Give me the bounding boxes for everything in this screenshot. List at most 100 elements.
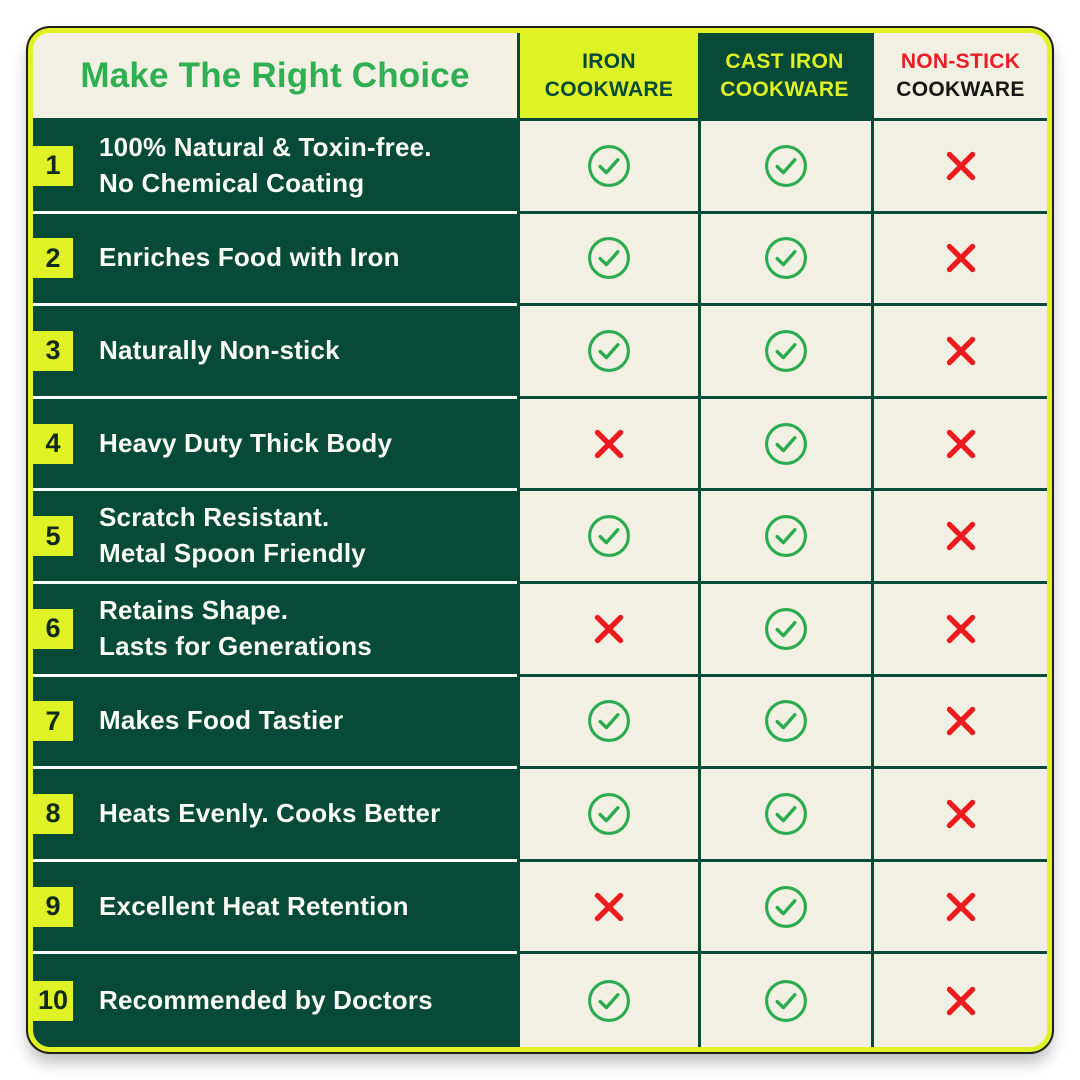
check-circle-icon: [765, 793, 807, 835]
mark-cell-iron-cookware: [517, 769, 698, 862]
cross-icon: [946, 892, 975, 921]
mark-cell-non-stick-cookware: [871, 676, 1047, 770]
mark-cell-cast-iron-cookware: [698, 676, 871, 770]
feature-text: Heavy Duty Thick Body: [99, 426, 392, 462]
cross-icon: [594, 614, 624, 643]
mark-cell-iron-cookware: [517, 306, 698, 399]
title-cell: Make The Right Choice: [33, 33, 517, 121]
check-circle-icon: [765, 144, 807, 187]
feature-cell: 10 Recommended by Doctors: [33, 954, 517, 1047]
check-circle-icon: [588, 793, 630, 835]
mark-cell-non-stick-cookware: [871, 306, 1047, 399]
feature-text: Recommended by Doctors: [99, 983, 433, 1019]
cross-icon: [946, 799, 975, 829]
page-title: Make The Right Choice: [80, 55, 470, 95]
mark-cell-cast-iron-cookware: [698, 861, 871, 955]
feature-cell: 5 Scratch Resistant. Metal Spoon Friendly: [33, 491, 517, 584]
column-header-line: COOKWARE: [720, 77, 849, 101]
column-header-line: NON-STICK: [900, 49, 1021, 73]
feature-cell: 3 Naturally Non-stick: [33, 306, 517, 399]
row-number-badge: 3: [33, 330, 73, 371]
row-number-badge: 5: [33, 516, 73, 557]
row-number-badge: 10: [33, 980, 73, 1021]
comparison-card: Make The Right Choice IRON COOKWARE CAST…: [28, 28, 1052, 1052]
check-circle-icon: [765, 515, 807, 558]
cross-icon: [946, 986, 975, 1015]
row-number-badge: 6: [33, 608, 73, 649]
row-number-badge: 8: [33, 793, 73, 834]
check-circle-icon: [765, 979, 807, 1022]
mark-cell-cast-iron-cookware: [698, 306, 871, 399]
feature-text-line: Metal Spoon Friendly: [99, 538, 366, 569]
feature-cell: 1 100% Natural & Toxin-free. No Chemical C…: [33, 121, 517, 214]
feature-text-line: Lasts for Generations: [99, 630, 372, 661]
feature-text: Heats Evenly. Cooks Better: [99, 796, 440, 832]
feature-text: Makes Food Tastier: [99, 703, 343, 739]
check-circle-icon: [588, 330, 630, 372]
check-circle-icon: [588, 700, 630, 743]
column-header-iron-cookware: IRON COOKWARE: [517, 33, 698, 121]
cross-icon: [946, 707, 975, 736]
column-header-line: COOKWARE: [896, 77, 1025, 101]
mark-cell-non-stick-cookware: [871, 583, 1047, 677]
feature-text-line: Enriches Food with Iron: [99, 242, 400, 273]
mark-cell-iron-cookware: [517, 398, 698, 492]
mark-cell-cast-iron-cookware: [698, 121, 871, 214]
column-header-line: CAST IRON: [725, 49, 844, 73]
mark-cell-cast-iron-cookware: [698, 491, 871, 584]
check-circle-icon: [765, 607, 807, 650]
mark-cell-non-stick-cookware: [871, 398, 1047, 492]
mark-cell-cast-iron-cookware: [698, 583, 871, 677]
check-circle-icon: [765, 885, 807, 928]
mark-cell-non-stick-cookware: [871, 769, 1047, 862]
row-number-badge: 2: [33, 238, 73, 279]
feature-text: Enriches Food with Iron: [99, 240, 400, 276]
check-circle-icon: [588, 237, 630, 280]
mark-cell-iron-cookware: [517, 861, 698, 955]
feature-text-line: Recommended by Doctors: [99, 984, 433, 1015]
mark-cell-non-stick-cookware: [871, 954, 1047, 1047]
cross-icon: [594, 429, 624, 458]
cross-icon: [946, 614, 975, 643]
mark-cell-iron-cookware: [517, 213, 698, 307]
mark-cell-cast-iron-cookware: [698, 954, 871, 1047]
mark-cell-iron-cookware: [517, 583, 698, 677]
feature-cell: 4 Heavy Duty Thick Body: [33, 398, 517, 492]
feature-text-line: Naturally Non-stick: [99, 335, 340, 366]
feature-text-line: Excellent Heat Retention: [99, 890, 409, 921]
feature-text-line: 100% Natural & Toxin-free.: [99, 131, 432, 162]
feature-text-line: Retains Shape.: [99, 594, 289, 625]
column-header-cast-iron-cookware: CAST IRON COOKWARE: [698, 33, 871, 121]
mark-cell-non-stick-cookware: [871, 121, 1047, 214]
check-circle-icon: [588, 144, 630, 187]
check-circle-icon: [765, 700, 807, 743]
mark-cell-cast-iron-cookware: [698, 213, 871, 307]
mark-cell-non-stick-cookware: [871, 213, 1047, 307]
cross-icon: [946, 336, 975, 366]
feature-text-line: Heats Evenly. Cooks Better: [99, 798, 441, 829]
feature-text-line: Makes Food Tastier: [99, 705, 344, 736]
row-number-badge: 1: [33, 145, 73, 186]
mark-cell-cast-iron-cookware: [698, 398, 871, 492]
cross-icon: [594, 892, 624, 921]
mark-cell-iron-cookware: [517, 121, 698, 214]
mark-cell-non-stick-cookware: [871, 491, 1047, 584]
feature-cell: 8 Heats Evenly. Cooks Better: [33, 769, 517, 862]
check-circle-icon: [588, 515, 630, 558]
feature-text: Scratch Resistant. Metal Spoon Friendly: [99, 500, 366, 572]
mark-cell-iron-cookware: [517, 491, 698, 584]
column-header-line: IRON: [582, 49, 636, 73]
mark-cell-iron-cookware: [517, 954, 698, 1047]
feature-cell: 2 Enriches Food with Iron: [33, 213, 517, 307]
cross-icon: [946, 521, 975, 551]
feature-text: Excellent Heat Retention: [99, 889, 409, 925]
feature-text-line: Heavy Duty Thick Body: [99, 427, 393, 458]
feature-cell: 7 Makes Food Tastier: [33, 676, 517, 770]
cross-icon: [946, 429, 975, 458]
feature-text: 100% Natural & Toxin-free. No Chemical Co…: [99, 130, 432, 202]
feature-cell: 6 Retains Shape. Lasts for Generations: [33, 583, 517, 677]
feature-text-line: Scratch Resistant.: [99, 502, 330, 533]
check-circle-icon: [765, 330, 807, 372]
column-header-non-stick-cookware: NON-STICK COOKWARE: [871, 33, 1047, 121]
